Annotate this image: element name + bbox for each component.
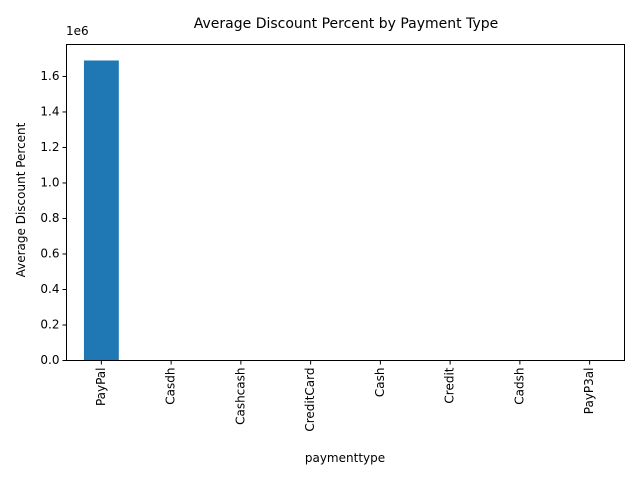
y-tick-label: 0.0 <box>40 353 59 367</box>
y-tick-label: 0.4 <box>40 282 59 296</box>
plot-frame <box>66 44 625 361</box>
y-tick-label: 1.2 <box>40 140 59 154</box>
y-tick-label: 1.4 <box>40 104 59 118</box>
y-tick-label: 0.6 <box>40 246 59 260</box>
x-tick-label: Casdh <box>164 368 178 405</box>
y-axis-ticks: 0.0 0.2 0.4 0.6 0.8 1.0 1.2 1.4 1.6 <box>40 69 67 367</box>
y-tick-label: 0.2 <box>40 317 59 331</box>
bar-group <box>83 60 119 361</box>
bar-paypal <box>83 60 119 361</box>
x-tick-label: CreditCard <box>303 368 317 432</box>
x-tick-label: Cashcash <box>233 368 247 425</box>
x-tick-label: PayPal <box>94 368 108 407</box>
x-tick-label: Cadsh <box>512 368 526 405</box>
x-axis-label: paymenttype <box>305 451 385 465</box>
y-tick-label: 0.8 <box>40 211 59 225</box>
x-axis-ticks: PayPal Casdh Cashcash CreditCard Cash Credit C… <box>94 360 596 432</box>
x-tick-label: PayP3al <box>582 368 596 415</box>
y-tick-label: 1.0 <box>40 175 59 189</box>
chart-title: Average Discount Percent by Payment Type <box>194 16 499 32</box>
axis-offset-label: 1e6 <box>66 24 89 38</box>
x-tick-label: Cash <box>373 368 387 398</box>
y-tick-label: 1.6 <box>40 69 59 83</box>
y-axis-label: Average Discount Percent <box>14 122 28 277</box>
x-tick-label: Credit <box>443 367 457 403</box>
